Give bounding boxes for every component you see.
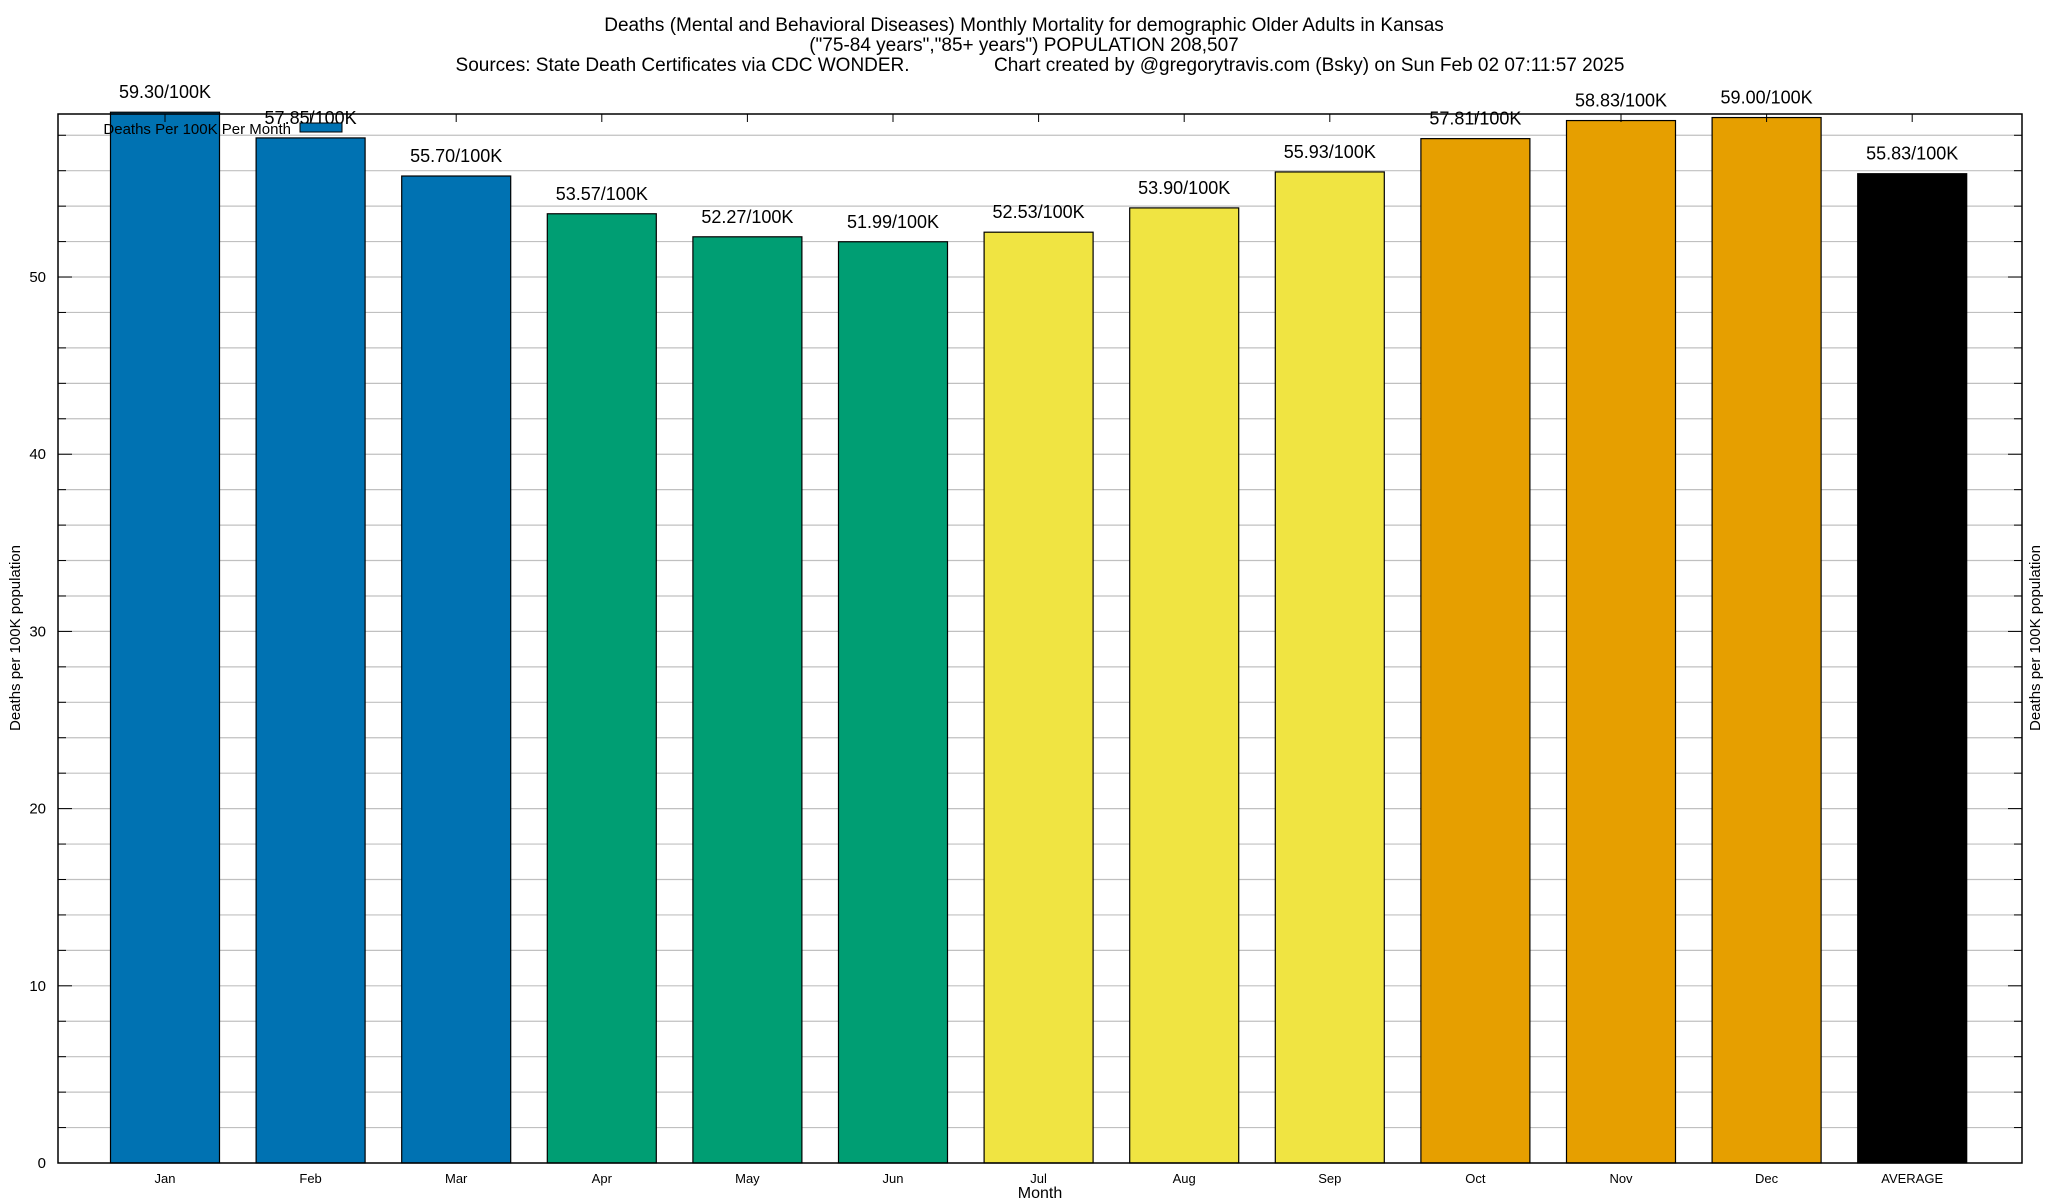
x-tick-label: Aug [1173,1171,1196,1186]
y2-axis-label: Deaths per 100K population [2027,545,2044,731]
x-tick-label: Oct [1465,1171,1486,1186]
x-tick-label: Mar [445,1171,468,1186]
chart-title: Deaths (Mental and Behavioral Diseases) … [604,15,1444,36]
chart-sources: Sources: State Death Certificates via CD… [456,55,1625,76]
data-label: 51.99/100K [847,212,939,232]
x-tick-label: Feb [299,1171,321,1186]
x-tick-label: AVERAGE [1881,1171,1943,1186]
data-label: 57.81/100K [1429,109,1521,129]
bar-jun [837,241,949,1164]
x-tick-label: Sep [1318,1171,1341,1186]
y-axis-label: Deaths per 100K population [7,545,24,731]
y-ticks: 0 10 20 30 40 50 [29,114,2022,1172]
legend: Deaths Per 100K Per Month [103,121,343,138]
bar-oct [1420,138,1531,1164]
x-tick-label: Jan [155,1171,176,1186]
chart-subtitle: ("75-84 years","85+ years") POPULATION 2… [809,35,1239,56]
bars [109,111,1968,1164]
data-label: 52.53/100K [993,202,1085,222]
data-labels: 59.30/100K57.85/100K55.70/100K53.57/100K… [119,82,1958,232]
data-label: 55.83/100K [1866,144,1958,164]
x-tick-label: Dec [1755,1171,1779,1186]
x-tick-label: Jun [883,1171,904,1186]
bar-jul [983,231,1094,1164]
x-tick-label: Jul [1030,1171,1047,1186]
x-tick-label: Nov [1609,1171,1633,1186]
bar-aug [1129,207,1240,1164]
x-tick-labels: Jan Feb Mar Apr May Jun Jul Aug Sep Oct Nov Dec AVER… [155,1171,1944,1186]
y-tick-label: 30 [29,623,46,640]
data-label: 53.57/100K [556,184,648,204]
data-label: 52.27/100K [701,207,793,227]
bar-average [1857,173,1968,1164]
data-label: 55.93/100K [1284,142,1376,162]
bar-jan [109,111,221,1164]
data-label: 55.70/100K [410,146,502,166]
bar-may [692,236,803,1164]
bar-dec [1711,116,1822,1164]
x-axis-label: Month [1018,1185,1062,1200]
y-tick-label: 50 [29,269,46,286]
data-label: 58.83/100K [1575,91,1667,111]
bar-feb [255,137,366,1164]
legend-label: Deaths Per 100K Per Month [103,121,291,138]
legend-swatch [299,122,343,133]
bar-mar [401,175,512,1164]
x-tick-label: May [735,1171,760,1186]
data-label: 59.00/100K [1721,88,1813,108]
y-tick-label: 10 [29,978,46,995]
y-tick-label: 20 [29,801,46,818]
plot-border [57,113,2023,1164]
data-label: 53.90/100K [1138,178,1230,198]
data-label: 59.30/100K [119,82,211,102]
bar-sep [1274,171,1385,1164]
y-tick-label: 0 [38,1155,46,1172]
x-tick-label: Apr [592,1171,613,1186]
bar-nov [1565,119,1677,1164]
bar-apr [546,213,657,1164]
y-tick-label: 40 [29,446,46,463]
